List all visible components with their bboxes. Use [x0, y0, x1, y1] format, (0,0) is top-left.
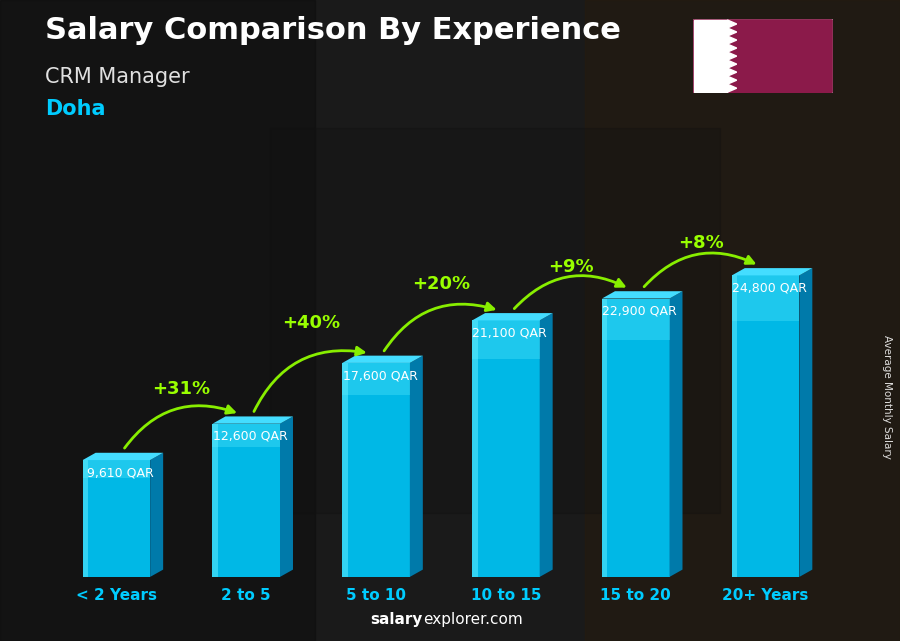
FancyBboxPatch shape [691, 18, 834, 94]
Text: 12,600 QAR: 12,600 QAR [212, 430, 287, 443]
Text: +20%: +20% [412, 275, 470, 293]
Bar [694, 20, 727, 38]
Text: salary: salary [371, 612, 423, 627]
Polygon shape [342, 356, 423, 363]
Polygon shape [732, 268, 813, 276]
Bar [342, 363, 410, 577]
Bar [472, 320, 478, 577]
Polygon shape [410, 356, 423, 577]
Bar [342, 363, 347, 577]
Text: Average Monthly Salary: Average Monthly Salary [881, 335, 892, 460]
Polygon shape [727, 60, 737, 68]
Bar [212, 424, 280, 447]
Polygon shape [83, 453, 163, 460]
Bar [732, 276, 799, 577]
Text: 17,600 QAR: 17,600 QAR [343, 369, 418, 382]
Bar [212, 424, 280, 577]
Polygon shape [602, 291, 682, 299]
Bar [83, 460, 150, 577]
Bar [732, 276, 799, 320]
Polygon shape [727, 52, 737, 60]
Bar [602, 299, 670, 577]
Polygon shape [727, 28, 737, 36]
Text: +31%: +31% [152, 380, 211, 398]
Polygon shape [727, 84, 737, 92]
Text: 24,800 QAR: 24,800 QAR [732, 281, 807, 294]
Bar [694, 20, 727, 92]
Text: +9%: +9% [548, 258, 594, 276]
Bar [472, 320, 540, 359]
Polygon shape [727, 36, 737, 44]
Polygon shape [727, 20, 737, 28]
Text: 9,610 QAR: 9,610 QAR [87, 466, 154, 479]
Text: 21,100 QAR: 21,100 QAR [472, 326, 547, 340]
Bar [83, 460, 150, 478]
Polygon shape [540, 313, 553, 577]
Polygon shape [212, 417, 293, 424]
Bar [342, 363, 410, 395]
Polygon shape [799, 268, 813, 577]
Text: +8%: +8% [678, 235, 724, 253]
Polygon shape [472, 313, 553, 320]
Bar [602, 299, 608, 577]
Text: 22,900 QAR: 22,900 QAR [602, 304, 677, 317]
Text: +40%: +40% [282, 314, 340, 332]
Bar [732, 276, 737, 577]
Text: Salary Comparison By Experience: Salary Comparison By Experience [45, 16, 621, 45]
Bar [472, 320, 540, 577]
Polygon shape [727, 68, 737, 76]
Text: explorer.com: explorer.com [423, 612, 523, 627]
Bar [83, 460, 88, 577]
Bar [212, 424, 218, 577]
Text: CRM Manager: CRM Manager [45, 67, 190, 87]
Text: Doha: Doha [45, 99, 105, 119]
Polygon shape [727, 76, 737, 84]
Polygon shape [280, 417, 293, 577]
Polygon shape [670, 291, 682, 577]
Bar [0, 0, 315, 641]
Bar [585, 0, 900, 641]
Polygon shape [150, 453, 163, 577]
Bar [270, 128, 720, 513]
Bar [602, 299, 670, 340]
Polygon shape [727, 44, 737, 52]
